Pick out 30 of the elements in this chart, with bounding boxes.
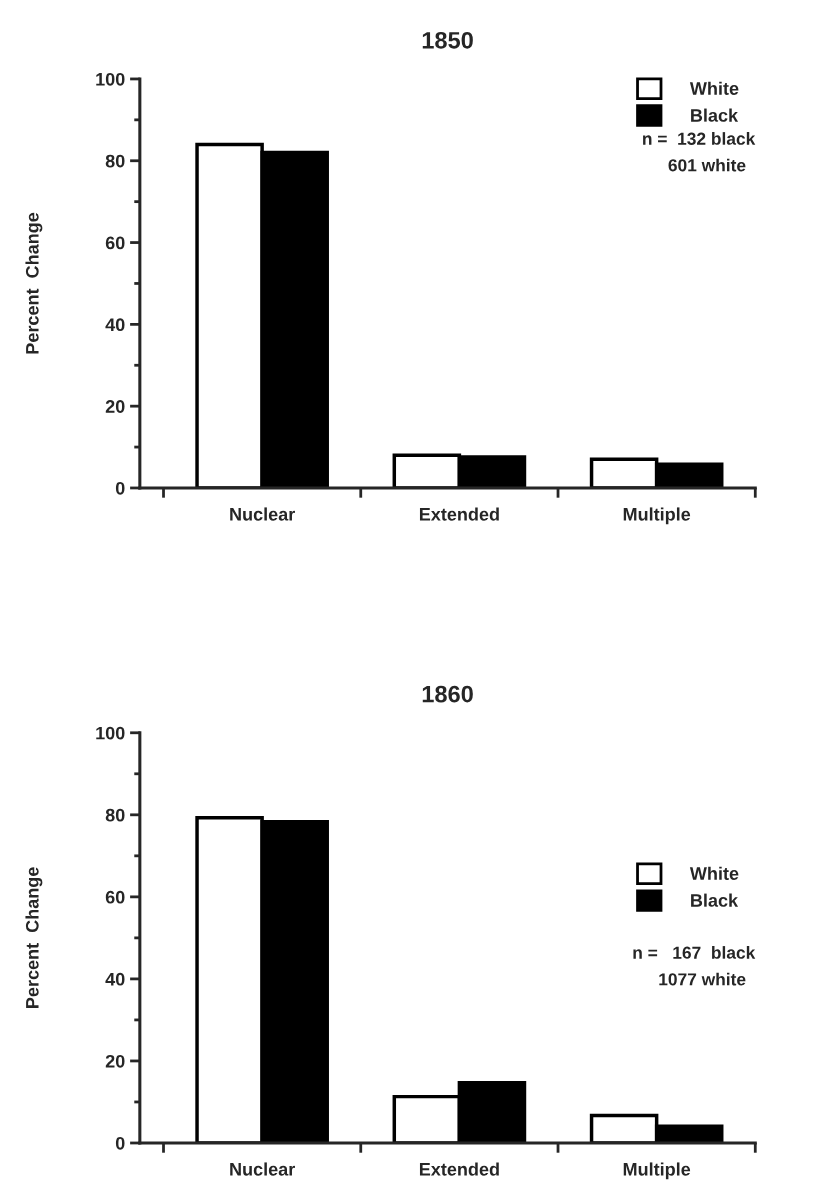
- y-tick-label: 20: [105, 400, 125, 413]
- y-tick-label: 20: [105, 1054, 125, 1068]
- legend-label: White: [689, 81, 739, 95]
- x-tick-label: Multiple: [623, 1162, 691, 1180]
- x-tick-label: Nuclear: [230, 507, 295, 521]
- chart-title: 1850: [422, 31, 473, 49]
- annotation: 601 white: [668, 158, 746, 172]
- y-tick-label: 100: [96, 726, 125, 740]
- x-tick-label: Extended: [419, 1162, 499, 1176]
- x-tick-label: Multiple: [623, 507, 691, 525]
- y-tick-label: 0: [115, 1136, 125, 1150]
- annotation: 1077 white: [659, 972, 746, 986]
- y-tick-label: 0: [115, 481, 125, 495]
- legend-label: White: [689, 866, 739, 880]
- x-tick-label: Extended: [419, 507, 499, 521]
- y-axis-title: Percent Change: [25, 867, 43, 1008]
- legend-label: Black: [691, 893, 739, 907]
- y-tick-label: 100: [96, 72, 125, 86]
- annotation: n = 132 black: [643, 132, 756, 145]
- y-tick-label: 80: [105, 808, 125, 822]
- chart-title: 1860: [422, 685, 473, 703]
- legend-label: Black: [691, 108, 739, 122]
- y-axis-title: Percent Change: [25, 212, 43, 354]
- y-tick-label: 60: [105, 236, 125, 250]
- x-tick-label: Nuclear: [230, 1162, 295, 1176]
- y-tick-label: 40: [105, 318, 125, 332]
- y-tick-label: 40: [105, 972, 125, 986]
- annotation: n = 167 black: [633, 946, 756, 959]
- y-tick-label: 60: [105, 890, 125, 904]
- y-tick-label: 80: [105, 154, 125, 168]
